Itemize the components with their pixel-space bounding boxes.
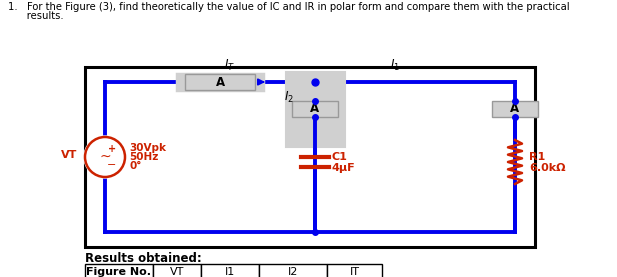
Text: 6.0kΩ: 6.0kΩ <box>529 163 566 173</box>
Text: $I_1$: $I_1$ <box>390 58 400 73</box>
Text: ~: ~ <box>99 150 111 164</box>
Text: R1: R1 <box>529 152 545 162</box>
Bar <box>153 264 201 277</box>
Text: A: A <box>310 102 320 116</box>
Text: $I_2$: $I_2$ <box>284 90 294 105</box>
Text: I1: I1 <box>225 267 235 277</box>
Text: +: + <box>108 144 116 154</box>
Text: Figure No.: Figure No. <box>86 267 152 277</box>
Text: $I_T$: $I_T$ <box>225 58 236 73</box>
Text: C1: C1 <box>331 152 347 162</box>
Text: A: A <box>215 76 225 88</box>
Text: 0°: 0° <box>129 161 141 171</box>
Bar <box>201 264 259 277</box>
Circle shape <box>84 136 126 178</box>
Text: I2: I2 <box>288 267 298 277</box>
Text: VT: VT <box>60 150 77 160</box>
Text: results.: results. <box>8 11 64 21</box>
Bar <box>185 74 255 90</box>
Text: 30Vpk: 30Vpk <box>129 143 166 153</box>
Bar <box>85 264 153 277</box>
Bar <box>259 264 327 277</box>
Text: 4μF: 4μF <box>331 163 355 173</box>
Circle shape <box>85 137 125 177</box>
Text: 50Hz: 50Hz <box>129 152 159 162</box>
Text: 1.   For the Figure (3), find theoretically the value of IC and IR in polar form: 1. For the Figure (3), find theoreticall… <box>8 2 569 12</box>
Text: VT: VT <box>170 267 184 277</box>
Text: IT: IT <box>349 267 360 277</box>
Bar <box>85 67 535 247</box>
Bar <box>292 101 338 117</box>
Text: A: A <box>510 102 520 116</box>
Text: Results obtained:: Results obtained: <box>85 252 202 265</box>
Bar <box>492 101 538 117</box>
Text: −: − <box>107 160 117 170</box>
Bar <box>327 264 382 277</box>
